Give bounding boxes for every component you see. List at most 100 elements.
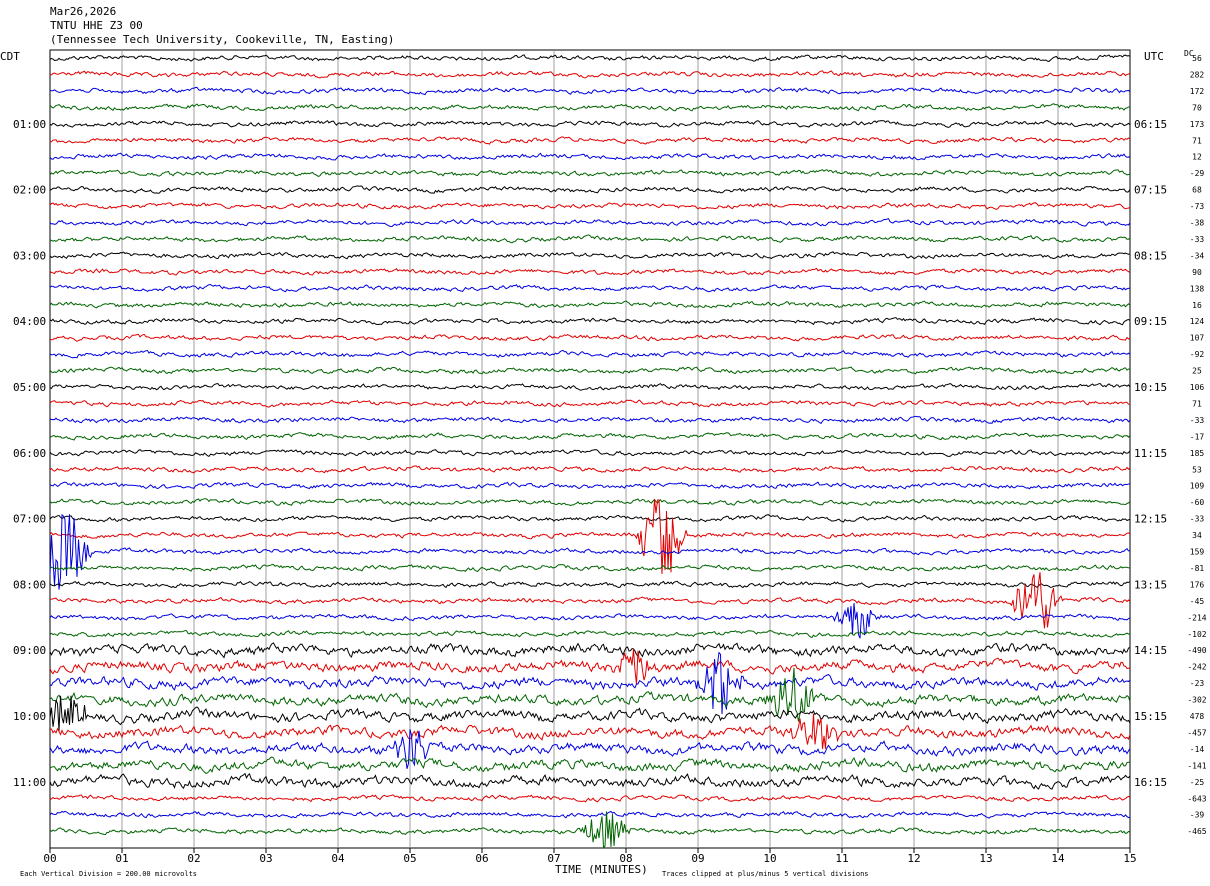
x-tick-label: 00 (43, 852, 56, 865)
utc-hour-label: 14:15 (1134, 644, 1167, 657)
dc-offset-label: -33 (1190, 235, 1205, 244)
scale-footer: Each Vertical Division = 200.00 microvol… (20, 870, 198, 878)
trace-line (49, 514, 1131, 523)
dc-offset-label: -73 (1190, 202, 1205, 211)
dc-offset-label: -465 (1187, 827, 1206, 836)
x-tick-label: 13 (979, 852, 992, 865)
dc-offset-label: 176 (1190, 580, 1205, 589)
x-tick-label: 08 (619, 852, 632, 865)
trace-line (49, 772, 1131, 790)
trace-line (49, 267, 1131, 276)
trace-line (49, 300, 1131, 309)
trace-line (49, 448, 1131, 458)
cdt-hour-label: 07:00 (13, 513, 46, 526)
cdt-hour-label: 06:00 (13, 447, 46, 460)
dc-offset-label: 107 (1190, 334, 1205, 343)
clip-footer: Traces clipped at plus/minus 5 vertical … (662, 870, 869, 878)
trace-line (49, 729, 1131, 769)
dc-offset-label: -34 (1190, 251, 1205, 260)
trace-line (49, 333, 1131, 342)
dc-offset-label: -643 (1187, 794, 1206, 803)
utc-hour-label: 07:15 (1134, 184, 1167, 197)
dc-offset-label: 172 (1190, 87, 1205, 96)
trace-line (49, 119, 1131, 128)
trace-line (49, 218, 1131, 228)
utc-hour-label: 15:15 (1134, 710, 1167, 723)
dc-offset-label: -25 (1190, 778, 1205, 787)
cdt-hour-label: 02:00 (13, 184, 46, 197)
cdt-hour-label: 10:00 (13, 710, 46, 723)
trace-line (49, 513, 1131, 590)
dc-offset-label: 106 (1190, 383, 1205, 392)
trace-line (49, 572, 1131, 629)
date-label: Mar26,2026 (50, 5, 117, 18)
trace-line (49, 169, 1131, 177)
utc-hour-label: 09:15 (1134, 315, 1167, 328)
x-tick-label: 03 (259, 852, 272, 865)
dc-offset-label: -214 (1187, 613, 1206, 622)
trace-line (49, 70, 1131, 79)
dc-offset-label: -17 (1190, 432, 1205, 441)
trace-line (49, 756, 1131, 774)
dc-offset-label: -102 (1187, 630, 1206, 639)
trace-line (49, 499, 1131, 574)
trace-line (49, 465, 1131, 474)
dc-offset-label: 16 (1192, 301, 1202, 310)
trace-line (49, 54, 1131, 62)
cdt-hour-label: 05:00 (13, 381, 46, 394)
trace-line (49, 432, 1131, 441)
utc-hour-label: 08:15 (1134, 249, 1167, 262)
trace-line (49, 152, 1131, 161)
x-tick-label: 04 (331, 852, 345, 865)
dc-offset-label: -39 (1190, 811, 1205, 820)
dc-offset-label: -242 (1187, 663, 1206, 672)
trace-line (49, 283, 1131, 293)
cdt-hour-label: 11:00 (13, 776, 46, 789)
cdt-hour-label: 03:00 (13, 249, 46, 262)
trace-line (49, 136, 1131, 145)
dc-offset-label: -60 (1190, 498, 1205, 507)
dc-offset-label: 478 (1190, 712, 1205, 721)
trace-line (49, 399, 1131, 408)
x-tick-label: 05 (403, 852, 416, 865)
dc-offset-label: 124 (1190, 317, 1205, 326)
trace-line (49, 251, 1131, 260)
dc-offset-label: -490 (1187, 646, 1206, 655)
trace-line (49, 349, 1131, 359)
dc-offset-label: 71 (1192, 399, 1202, 408)
dc-offset-label: 282 (1190, 70, 1205, 79)
trace-line (49, 185, 1131, 194)
cdt-hour-label: 09:00 (13, 644, 46, 657)
x-axis-title: TIME (MINUTES) (555, 863, 648, 876)
dc-offset-label: 53 (1192, 465, 1202, 474)
trace-line (49, 234, 1131, 244)
dc-label: DC (1184, 49, 1194, 58)
dc-offset-label: 90 (1192, 268, 1202, 277)
dc-offset-label: 71 (1192, 136, 1202, 145)
utc-hour-label: 10:15 (1134, 381, 1167, 394)
x-tick-label: 02 (187, 852, 200, 865)
trace-line (49, 317, 1131, 326)
utc-hour-label: 06:15 (1134, 118, 1167, 131)
trace-line (49, 794, 1131, 803)
trace-line (49, 382, 1131, 391)
utc-hour-label: 16:15 (1134, 776, 1167, 789)
x-tick-label: 01 (115, 852, 128, 865)
right-timezone-label: UTC (1144, 50, 1164, 63)
dc-offset-label: -92 (1190, 350, 1205, 359)
utc-hour-label: 11:15 (1134, 447, 1167, 460)
dc-offset-label: 109 (1190, 482, 1205, 491)
dc-offset-label: -45 (1190, 597, 1205, 606)
dc-offset-label: 185 (1190, 449, 1205, 458)
dc-offset-label: 70 (1192, 103, 1202, 112)
x-tick-label: 07 (547, 852, 560, 865)
trace-line (49, 667, 1131, 722)
trace-line (49, 642, 1131, 659)
dc-offset-label: 56 (1192, 54, 1202, 63)
dc-offset-label: 173 (1190, 120, 1205, 129)
cdt-hour-label: 04:00 (13, 315, 46, 328)
trace-line (49, 202, 1131, 210)
channel-label: TNTU HHE Z3 00 (50, 19, 143, 32)
x-tick-label: 14 (1051, 852, 1065, 865)
